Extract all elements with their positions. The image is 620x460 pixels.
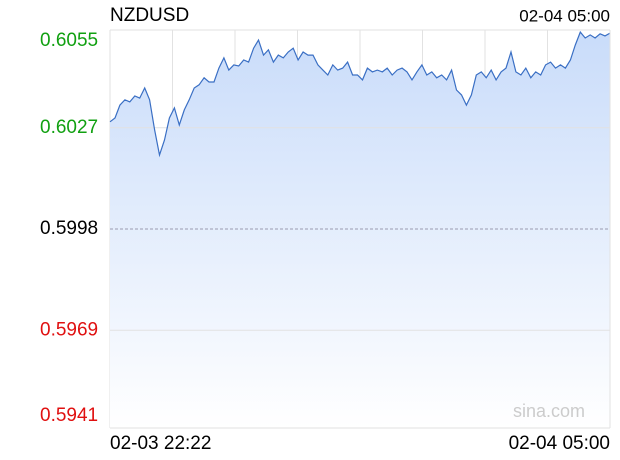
timestamp: 02-04 05:00 <box>519 6 610 25</box>
y-tick-label: 0.6027 <box>40 117 98 138</box>
chart-title: NZDUSD <box>110 5 189 26</box>
x-tick-label: 02-04 05:00 <box>509 433 610 454</box>
y-tick-label: 0.5941 <box>40 405 98 426</box>
x-tick-label: 02-03 22:22 <box>110 433 211 454</box>
area <box>110 32 610 428</box>
y-tick-label: 0.5998 <box>40 218 98 239</box>
y-tick-label: 0.5969 <box>40 319 98 340</box>
price-line <box>109 30 611 158</box>
y-tick-label: 0.6055 <box>40 30 98 51</box>
watermark: sina.com <box>513 401 585 421</box>
